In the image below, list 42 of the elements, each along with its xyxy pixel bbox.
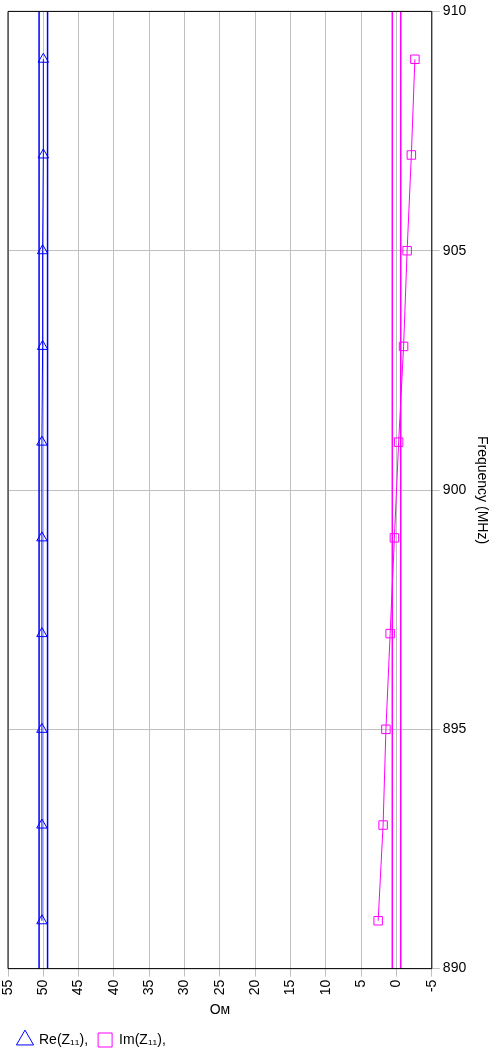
point (393, 437, 404, 447)
x-tick-label: 30 (175, 979, 192, 996)
point (389, 533, 400, 543)
y-tick-label: 910 (442, 2, 467, 19)
x-tick-label: 15 (281, 979, 298, 996)
x-tick-label: 35 (140, 979, 157, 996)
x-axis-title: Ом (209, 1001, 231, 1018)
point (36, 722, 48, 733)
y-tick-label: 900 (442, 480, 467, 497)
x-tick-label: 40 (104, 979, 121, 996)
point (36, 627, 48, 638)
point (36, 818, 48, 829)
y-tick-label: 905 (442, 241, 467, 258)
x-tick-label: 50 (34, 979, 51, 996)
point (378, 820, 388, 830)
point (406, 150, 417, 160)
x-tick-label: 55 (0, 979, 15, 996)
point (36, 435, 48, 446)
x-tick-label: 10 (316, 979, 333, 996)
x-tick-label: 25 (210, 979, 227, 996)
point (37, 148, 50, 159)
point (37, 52, 50, 63)
legend-label: Re(Z₁₁), (39, 1030, 89, 1047)
x-tick-label: 0 (387, 979, 404, 988)
point (373, 916, 383, 926)
point (36, 531, 48, 542)
y-tick-label: 895 (442, 720, 467, 737)
point (36, 339, 49, 350)
point (36, 244, 49, 255)
x-tick-label: 20 (246, 979, 263, 996)
y-tick-label: 890 (442, 959, 467, 976)
point (36, 914, 48, 925)
x-tick-label: 5 (352, 979, 369, 988)
x-tick-label: 45 (69, 979, 86, 996)
x-tick-label: -5 (422, 979, 439, 993)
point (410, 54, 420, 64)
legend-label: Im(Z₁₁), (119, 1030, 166, 1047)
point (402, 245, 412, 256)
point (398, 341, 409, 352)
y-axis-title: Frequency (MHz) (474, 435, 491, 545)
point (385, 628, 395, 639)
point (381, 724, 391, 735)
